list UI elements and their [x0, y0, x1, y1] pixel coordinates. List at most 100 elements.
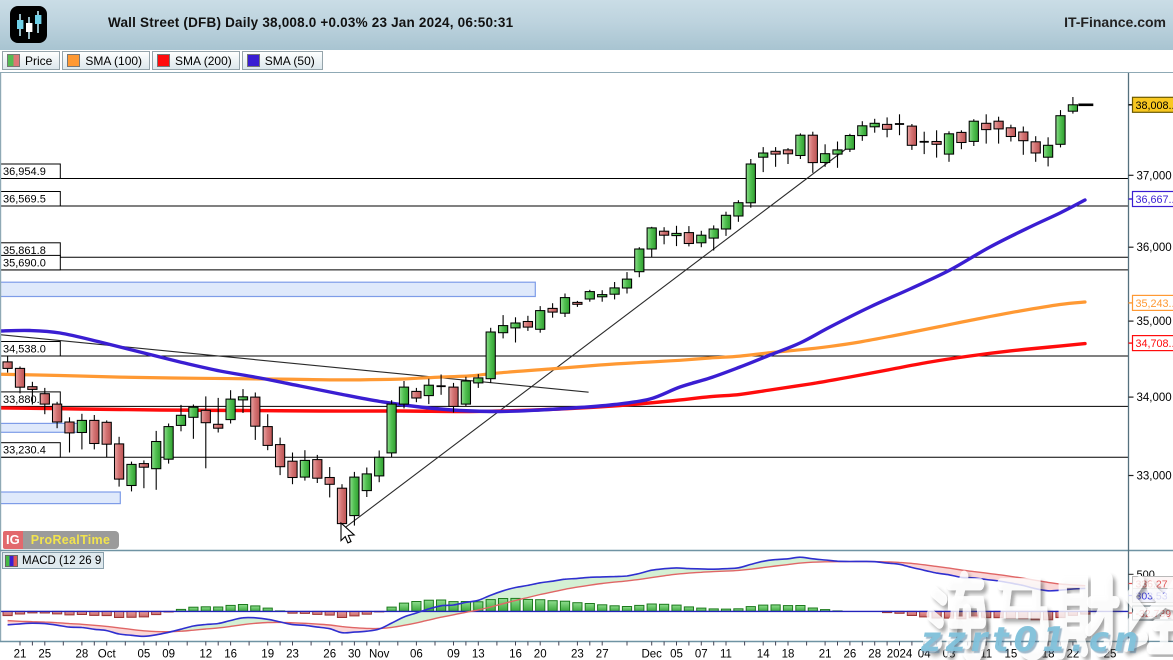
candle-body-up — [795, 134, 806, 157]
candle — [696, 230, 707, 248]
macd-hist-bar-down — [114, 610, 125, 619]
candle-body-up — [1042, 144, 1054, 158]
macd-hist-bar-up — [770, 604, 781, 612]
price-marker-box — [1131, 96, 1173, 113]
candle — [262, 414, 273, 451]
candle-body-down — [89, 419, 100, 445]
level-label: 35,690.0 — [3, 257, 46, 269]
candle — [609, 282, 620, 300]
logo-candle-body — [17, 20, 24, 29]
macd-hist-bar-up — [758, 604, 769, 612]
candle — [844, 133, 856, 152]
candle — [76, 413, 88, 450]
macd-hist-bar-down — [138, 610, 150, 618]
candle — [299, 450, 311, 481]
axis-background — [1128, 73, 1173, 642]
date-label: 11 — [980, 649, 992, 660]
date-label: 23 — [571, 649, 584, 660]
candle — [621, 272, 633, 294]
price-axis-label: 33,000 — [1137, 471, 1172, 483]
watermark-stroke — [947, 603, 986, 650]
candle — [39, 387, 50, 415]
legend-button-sma-100[interactable]: SMA (100) — [62, 51, 151, 70]
macd-hist-bar-up — [597, 604, 608, 612]
candle-body-up — [857, 125, 868, 137]
candle — [770, 147, 781, 167]
date-label: 22 — [1067, 649, 1080, 660]
macd-hist-bar-up — [609, 605, 620, 612]
candle — [287, 452, 298, 485]
cjk-watermark — [923, 570, 1173, 660]
platform-logo[interactable] — [10, 6, 47, 43]
candle-body-up — [510, 322, 521, 329]
provider-brand: IT-Finance.com — [1064, 14, 1166, 30]
candle-body-up — [597, 294, 608, 298]
candlestick-logo-icon — [17, 11, 42, 39]
candle — [881, 117, 893, 138]
macd-indicator-label[interactable]: MACD (12 26 9 — [2, 552, 105, 569]
candle-body-up — [460, 380, 472, 405]
candle — [1067, 97, 1079, 114]
candle — [981, 114, 992, 144]
candle-body-up — [386, 403, 397, 454]
legend-button-price[interactable]: Price — [2, 51, 61, 70]
legend-label: Price — [25, 53, 53, 68]
candle-body-up — [126, 463, 137, 487]
candle-body-down — [572, 301, 583, 305]
candle-body-down — [324, 476, 335, 485]
candle-body-down — [336, 487, 348, 525]
candle — [2, 355, 13, 373]
date-label: 25 — [1104, 649, 1117, 660]
candle — [1005, 124, 1017, 142]
candle — [857, 121, 868, 141]
candle — [658, 227, 670, 245]
price-marker-label: 38,008.. — [1136, 100, 1173, 112]
macd-hist-bar-up — [535, 599, 546, 612]
candle-body-down — [411, 390, 422, 399]
candle — [188, 404, 199, 439]
candle — [200, 396, 211, 469]
candle — [832, 141, 843, 168]
candle-body-up — [473, 377, 484, 384]
macd-hist-bar-up — [448, 601, 459, 612]
date-axis[interactable]: 21 25 28 Oct 05 09 12 16 19 23 26 30 Nov 06 09 13 16 20 23… — [14, 641, 1117, 660]
legend-swatch-icon — [7, 54, 20, 67]
candle-body-up — [819, 153, 831, 164]
candle — [1030, 136, 1041, 162]
macd-signal-line — [7, 560, 1086, 633]
trendline — [341, 144, 852, 531]
legend-button-sma-200[interactable]: SMA (200) — [152, 51, 240, 70]
candle-body-down — [14, 367, 26, 388]
date-label: 2024 — [887, 649, 913, 660]
macd-hist-bar-down — [126, 610, 137, 618]
macd-hist-bar-up — [522, 598, 533, 612]
candle-body-down — [906, 125, 918, 146]
candle-body-down — [547, 307, 558, 313]
prorealtime-logo[interactable]: IG ProRealTime — [3, 531, 120, 549]
macd-hist-bar-up — [225, 604, 236, 612]
candle-body-up — [621, 278, 633, 289]
candle-body-down — [1018, 131, 1029, 142]
candle — [423, 378, 434, 405]
legend-button-sma-50[interactable]: SMA (50) — [241, 51, 323, 70]
candle-body-up — [361, 473, 372, 492]
date-label: 18 — [782, 649, 795, 660]
candle-body-up — [745, 163, 756, 204]
candle — [448, 382, 459, 413]
candle — [14, 366, 26, 394]
candle — [460, 376, 472, 407]
date-label: 06 — [410, 649, 423, 660]
macd-line — [7, 556, 1086, 638]
candle-body-down — [1030, 141, 1041, 154]
date-label: 23 — [286, 649, 299, 660]
candle — [1055, 110, 1066, 148]
watermark-stroke — [1056, 575, 1089, 660]
candle-body-down — [262, 426, 273, 446]
macd-hist-bar-up — [782, 605, 794, 612]
candle — [163, 423, 174, 464]
candle-body-down — [213, 423, 224, 429]
candle — [807, 131, 818, 173]
ig-logo: IG — [3, 531, 23, 549]
macd-hist-bar-up — [572, 602, 583, 612]
